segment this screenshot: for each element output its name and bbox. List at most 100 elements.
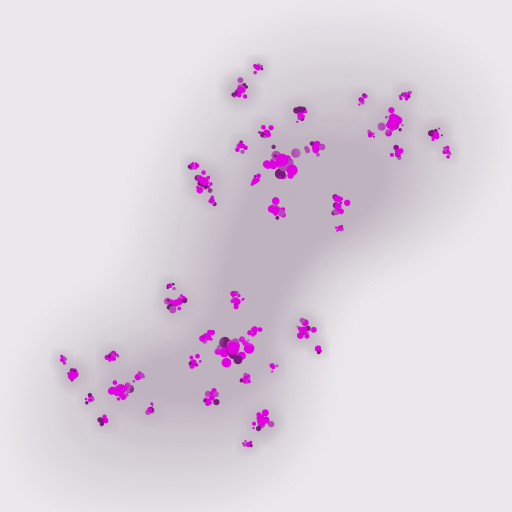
fractal-cluster bbox=[287, 102, 313, 128]
fractal-cluster bbox=[310, 340, 326, 356]
fractal-speck bbox=[438, 128, 440, 130]
fractal-cluster bbox=[260, 194, 292, 226]
fractal-speck bbox=[242, 298, 244, 300]
fractal-speck bbox=[256, 174, 261, 179]
fractal-speck bbox=[226, 359, 230, 363]
fractal-speck bbox=[399, 95, 402, 98]
fractal-speck bbox=[117, 397, 120, 400]
fractal-speck bbox=[309, 329, 312, 332]
cluster-core bbox=[117, 384, 126, 393]
fractal-speck bbox=[271, 145, 275, 149]
fractal-speck bbox=[248, 380, 251, 383]
fractal-speck bbox=[394, 145, 398, 149]
cluster-core bbox=[312, 145, 318, 151]
fractal-cluster bbox=[244, 404, 279, 439]
cluster-core bbox=[210, 198, 214, 202]
fractal-speck bbox=[386, 129, 390, 133]
fractal-cluster bbox=[223, 287, 249, 313]
fractal-speck bbox=[402, 124, 404, 126]
cluster-core bbox=[201, 178, 209, 186]
fractal-cluster bbox=[255, 121, 277, 143]
cluster-core bbox=[297, 112, 303, 118]
fractal-speck bbox=[182, 296, 185, 299]
fractal-cluster bbox=[395, 85, 414, 104]
fractal-speck bbox=[234, 355, 243, 364]
cluster-core bbox=[168, 284, 172, 288]
fractal-speck bbox=[236, 303, 239, 306]
fractal-speck bbox=[405, 97, 409, 101]
fractal-speck bbox=[254, 175, 257, 178]
cluster-core bbox=[190, 163, 194, 167]
cluster-core bbox=[256, 66, 260, 70]
cluster-core bbox=[335, 203, 342, 210]
fractal-speck bbox=[378, 123, 386, 131]
fractal-speck bbox=[113, 380, 118, 385]
fractal-speck bbox=[244, 343, 255, 354]
fractal-speck bbox=[97, 417, 102, 422]
cluster-core bbox=[276, 154, 289, 167]
cluster-core bbox=[246, 442, 250, 446]
fractal-speck bbox=[230, 291, 236, 297]
fractal-speck bbox=[139, 373, 144, 378]
cluster-core bbox=[446, 150, 450, 154]
fractal-speck bbox=[409, 91, 412, 94]
fractal-speck bbox=[390, 153, 394, 157]
fractal-speck bbox=[85, 401, 88, 404]
fractal-cluster bbox=[248, 58, 267, 77]
cluster-core bbox=[301, 327, 308, 334]
fractal-speck bbox=[195, 354, 200, 359]
fractal-cluster bbox=[82, 392, 98, 408]
fractal-cluster bbox=[373, 103, 411, 141]
fractal-speck bbox=[252, 422, 256, 426]
fractal-speck bbox=[373, 136, 375, 138]
fractal-cluster bbox=[301, 134, 330, 163]
fractal-speck bbox=[260, 131, 262, 133]
cluster-core bbox=[254, 178, 258, 182]
cluster-core bbox=[258, 418, 266, 426]
fractal-speck bbox=[192, 167, 194, 169]
cluster-core bbox=[209, 395, 215, 401]
fractal-speck bbox=[276, 365, 279, 368]
fractal-speck bbox=[88, 393, 92, 397]
cluster-core bbox=[368, 133, 372, 137]
fractal-speck bbox=[344, 200, 350, 206]
fractal-speck bbox=[243, 94, 247, 98]
fractal-speck bbox=[271, 371, 273, 373]
cluster-core bbox=[173, 300, 180, 307]
fractal-speck bbox=[367, 130, 370, 133]
fractal-speck bbox=[178, 307, 182, 311]
cluster-core bbox=[360, 98, 364, 102]
fractal-speck bbox=[385, 116, 388, 119]
fractal-speck bbox=[256, 426, 261, 431]
fractal-cluster bbox=[224, 74, 256, 106]
fractal-cluster bbox=[162, 278, 178, 294]
cluster-core bbox=[148, 408, 153, 413]
cluster-core bbox=[433, 131, 439, 137]
fractal-speck bbox=[85, 398, 88, 401]
fractal-speck bbox=[209, 182, 212, 185]
fractal-speck bbox=[205, 401, 210, 406]
fractal-speck bbox=[261, 68, 264, 71]
fractal-speck bbox=[201, 170, 206, 175]
cluster-core bbox=[396, 152, 401, 157]
fractal-speck bbox=[317, 351, 321, 355]
fractal-speck bbox=[340, 202, 342, 204]
fractal-speck bbox=[261, 125, 266, 130]
fractal-cluster bbox=[236, 368, 255, 387]
fractal-speck bbox=[305, 148, 310, 153]
cluster-core bbox=[192, 360, 197, 365]
fractal-speck bbox=[210, 330, 215, 335]
fractal-speck bbox=[132, 380, 135, 383]
fractal-cluster bbox=[240, 436, 256, 452]
fractal-cluster bbox=[246, 170, 265, 189]
cluster-core bbox=[104, 418, 108, 422]
fractal-cluster bbox=[139, 399, 161, 421]
fractal-speck bbox=[244, 440, 246, 442]
fractal-speck bbox=[279, 176, 281, 178]
cluster-core bbox=[237, 87, 244, 94]
fractal-cluster bbox=[243, 319, 265, 341]
fractal-speck bbox=[199, 360, 202, 363]
fractal-speck bbox=[386, 124, 389, 127]
fractal-speck bbox=[336, 230, 338, 232]
